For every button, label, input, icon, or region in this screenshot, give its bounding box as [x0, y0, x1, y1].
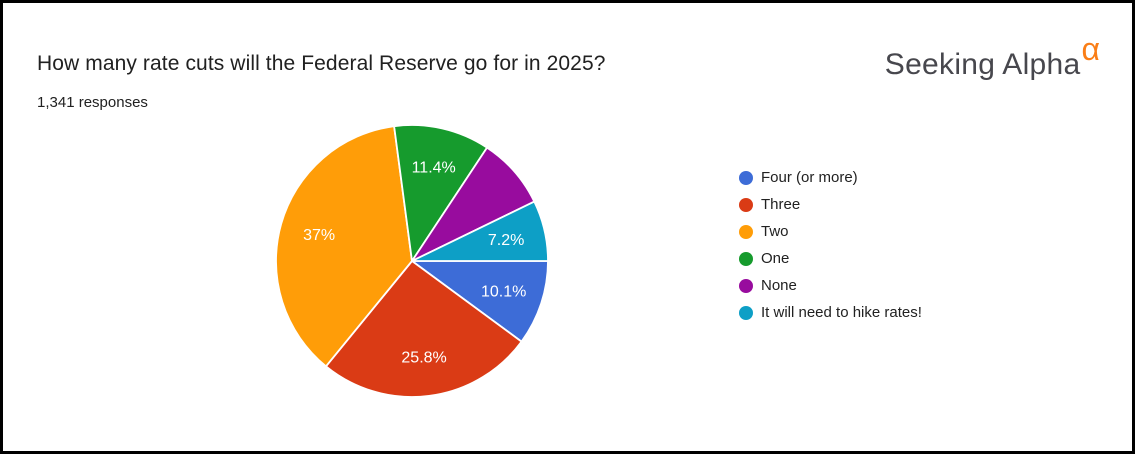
pie-slice-two[interactable] [275, 125, 413, 368]
seeking-alpha-alpha-icon: α [1081, 31, 1101, 67]
legend-color-dot [739, 170, 753, 185]
legend-item-four-or-more: Four (or more) [739, 164, 922, 191]
chart-legend: Four (or more) Three Two One None It will nee… [739, 164, 922, 326]
pie-slice-it-will-need-to-hike-rates[interactable] [411, 200, 549, 262]
page-title: How many rate cuts will the Federal Rese… [37, 52, 606, 75]
pie-slice-label-two: 37% [303, 227, 335, 244]
legend-label: It will need to hike rates! [761, 304, 922, 321]
legend-item-two: Two [739, 218, 922, 245]
legend-item-three: Three [739, 191, 922, 218]
pie-slice-label-it-will-need-to-hike-rates: 7.2% [488, 232, 524, 249]
legend-color-dot [739, 305, 753, 320]
legend-label: Four (or more) [761, 169, 858, 186]
pie-slice-three[interactable] [325, 260, 523, 398]
pie-slice-four-or-more[interactable] [411, 260, 549, 343]
legend-color-dot [739, 224, 753, 239]
legend-label: Three [761, 196, 801, 213]
legend-item-one: One [739, 245, 922, 272]
pie-chart: 10.1% 25.8% 37% 11.4% 7.2% [275, 124, 549, 398]
legend-item-none: None [739, 272, 922, 299]
legend-item-it-will-need-to-hike-rates: It will need to hike rates! [739, 299, 922, 326]
pie-slice-label-four-or-more: 10.1% [481, 284, 526, 301]
pie-slice-label-one: 11.4% [412, 160, 456, 177]
seeking-alpha-logo-text: Seeking Alpha [884, 48, 1081, 81]
legend-label: None [761, 277, 797, 294]
legend-color-dot [739, 278, 753, 293]
pie-slice-label-three: 25.8% [401, 349, 446, 366]
legend-label: Two [761, 223, 789, 240]
responses-count: 1,341 responses [37, 94, 148, 111]
legend-color-dot [739, 197, 753, 212]
seeking-alpha-logo: Seeking Alphaα [885, 33, 1100, 84]
legend-label: One [761, 250, 790, 267]
pie-slice-one[interactable] [393, 124, 488, 262]
legend-color-dot [739, 251, 753, 266]
